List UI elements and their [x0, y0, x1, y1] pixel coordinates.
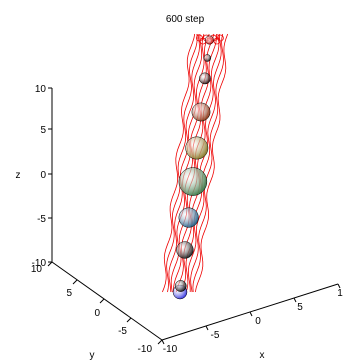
y-axis-line: [51, 261, 163, 341]
x-ticks: [161, 283, 341, 345]
x-tick-label: 5: [297, 302, 303, 313]
z-tick-label: -10: [32, 258, 47, 269]
sphere-mark: [191, 102, 211, 122]
trajectory-line: [190, 33, 222, 293]
trajectory-line: [166, 33, 198, 293]
sphere-layer: [172, 35, 214, 300]
x-tick-label: -10: [163, 344, 178, 355]
trajectory-line: [187, 33, 220, 292]
z-tick-label: -5: [37, 214, 46, 225]
x-tick-label: 0: [255, 316, 261, 327]
y-tick-label: -10: [138, 344, 153, 355]
sphere-mark: [204, 35, 214, 45]
sphere-mark: [178, 207, 199, 228]
z-tick-label: 0: [40, 170, 46, 181]
y-tick-label: 5: [66, 288, 72, 299]
z-tick-label: 10: [35, 84, 47, 95]
y-axis-label: y: [90, 350, 95, 361]
trajectory-line: [162, 33, 196, 293]
y-tick-label: 0: [94, 308, 100, 319]
sphere-mark: [174, 280, 187, 292]
sphere-mark: [203, 54, 212, 62]
trajectory-endpoint: [216, 34, 224, 42]
sphere-mark: [178, 167, 208, 196]
y-tick-label: 10: [31, 264, 43, 275]
trajectory-layer: [162, 33, 229, 293]
sphere-mark: [185, 136, 209, 160]
y-tick-label: -5: [118, 326, 127, 337]
z-tick-label: 5: [40, 125, 46, 136]
trajectory-line: [168, 33, 200, 293]
sphere-mark: [199, 72, 211, 85]
chart-title: 600 step: [166, 14, 205, 25]
z-axis-label: z: [16, 170, 21, 181]
sphere-mark: [176, 241, 194, 259]
trajectory-line: [195, 33, 229, 293]
x-axis-label: x: [260, 350, 265, 361]
x-tick-label: 1: [337, 288, 343, 299]
trajectory-line: [192, 33, 224, 293]
z-ticks: [48, 87, 52, 263]
y-ticks: [47, 261, 163, 345]
x-tick-label: -5: [211, 330, 220, 341]
